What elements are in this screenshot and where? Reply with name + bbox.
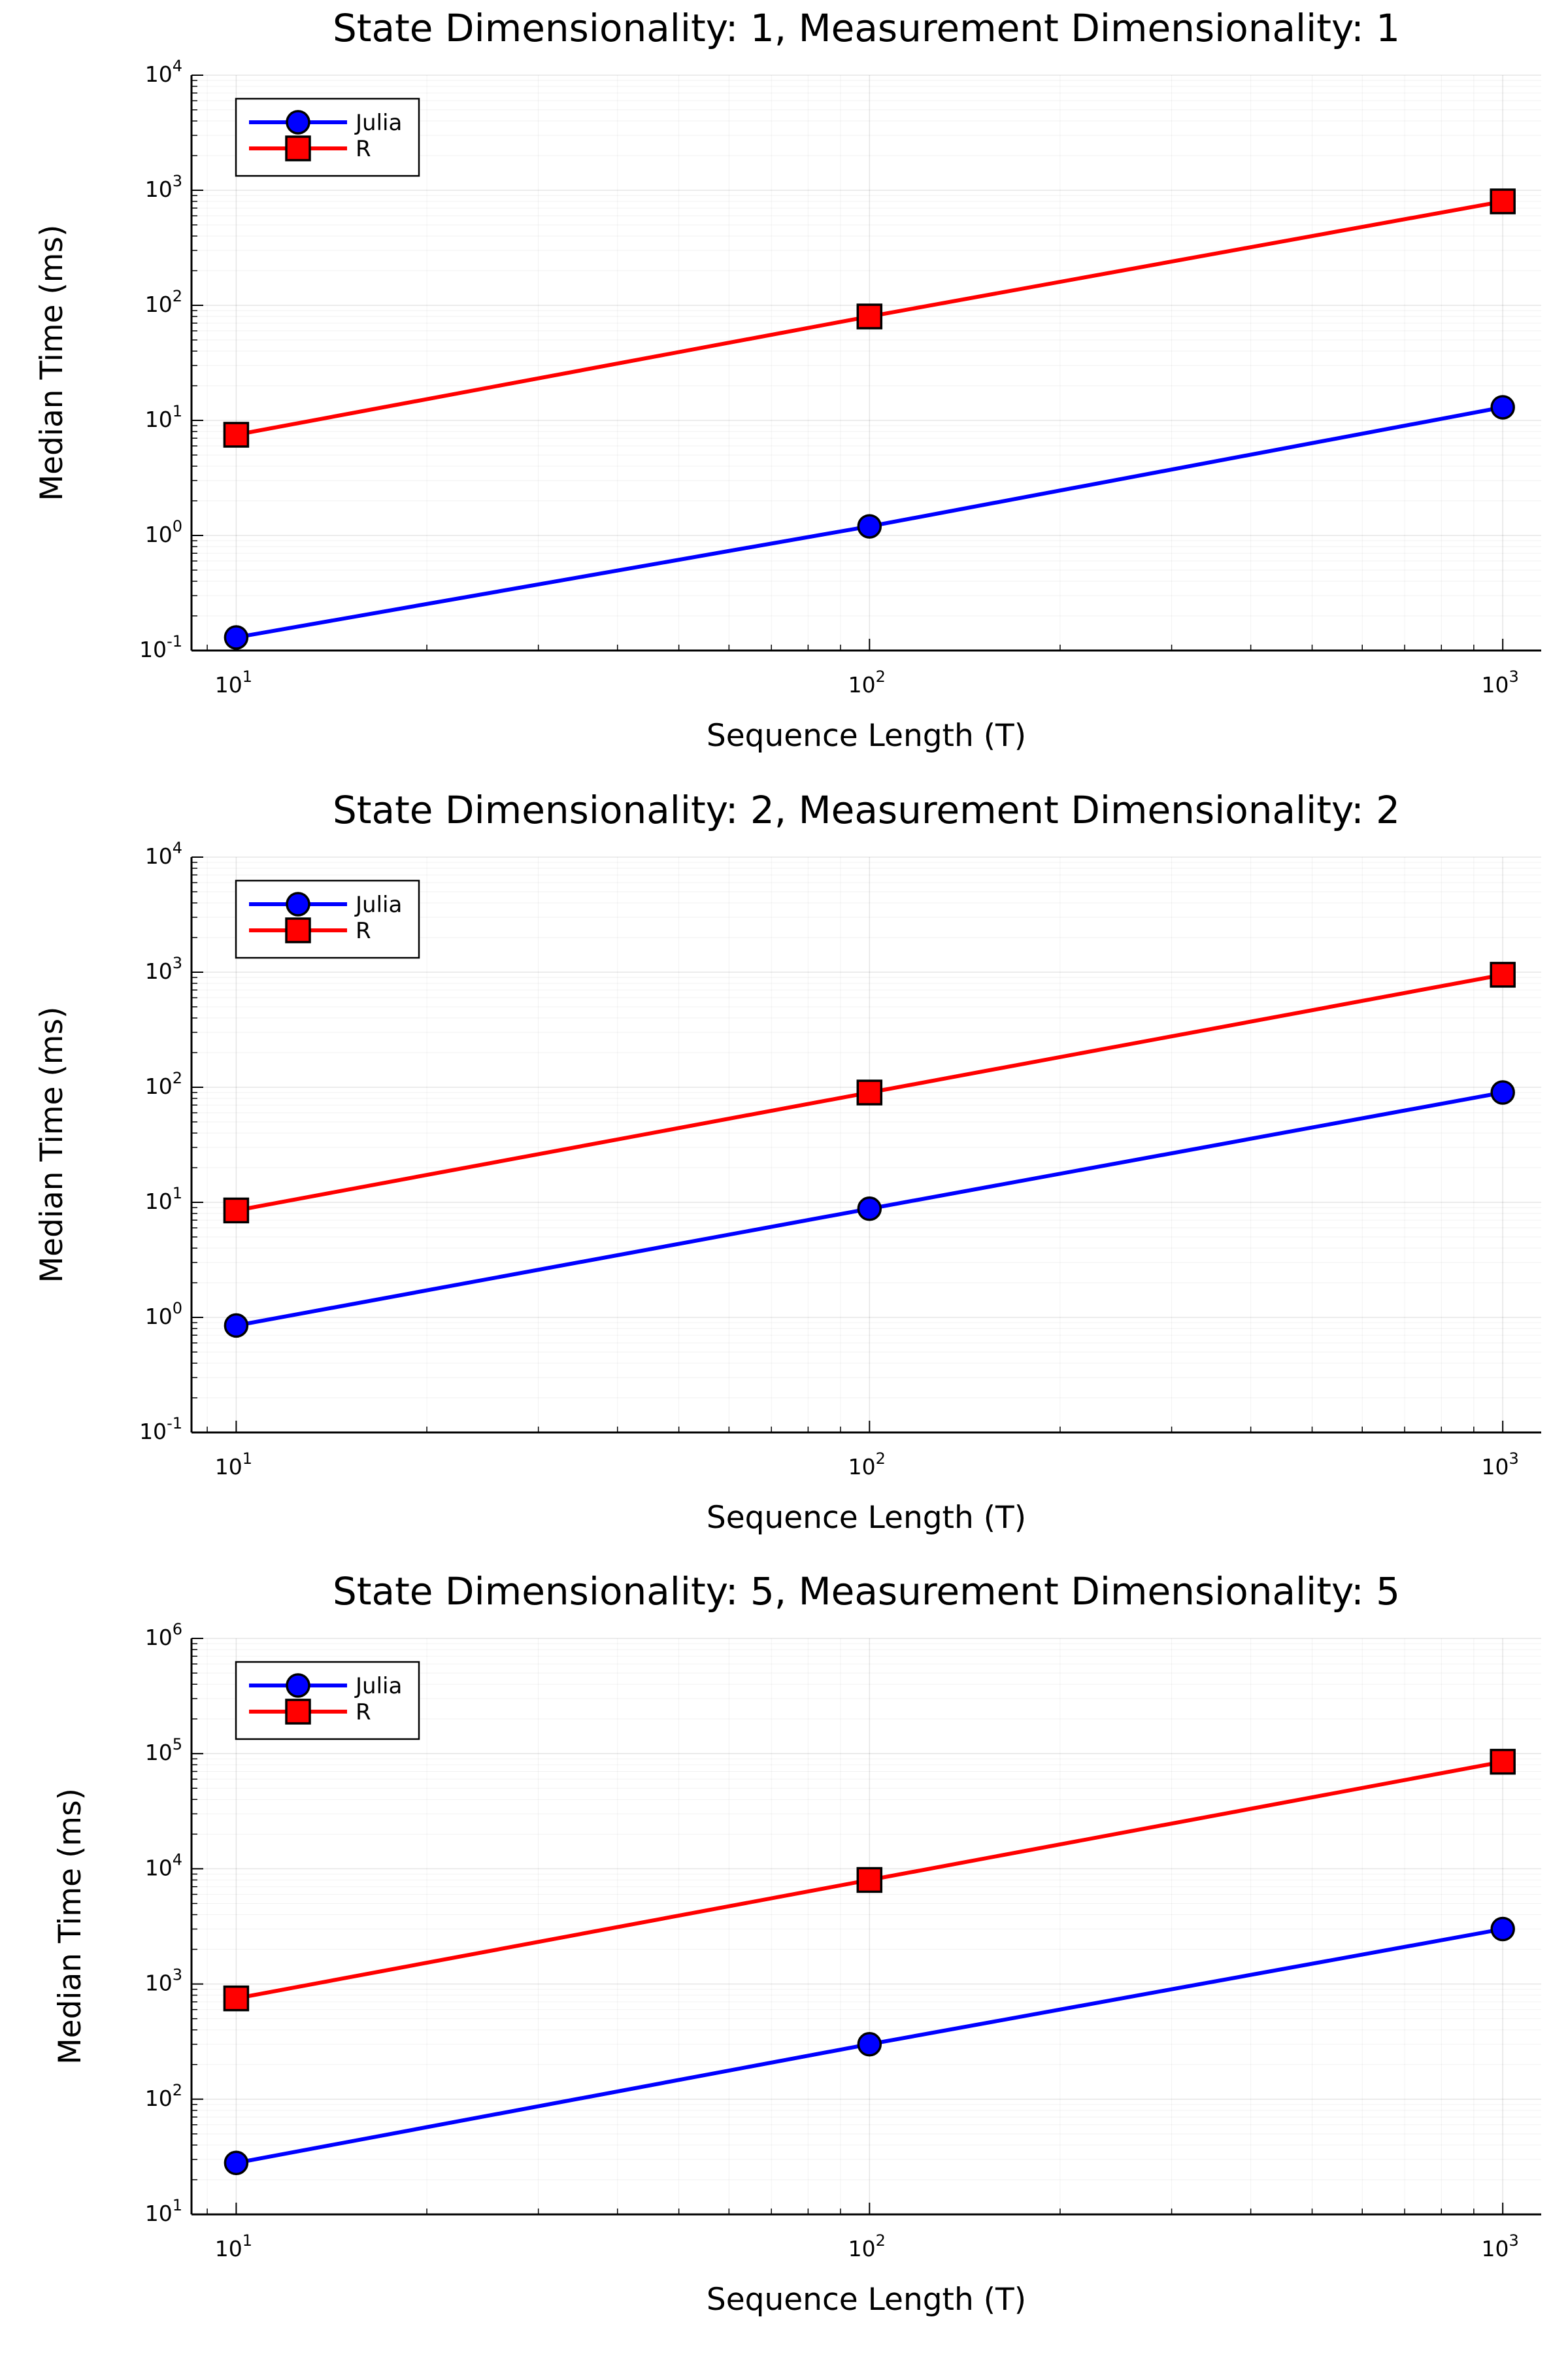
legend-label: Julia (354, 110, 402, 136)
y-tick-label: 101 (145, 2196, 182, 2226)
y-tick-label: 100 (145, 517, 182, 547)
series-r (223, 962, 1516, 1224)
data-point (224, 2150, 249, 2175)
y-tick-label: 103 (145, 1966, 182, 1996)
x-tick-label: 103 (1482, 2231, 1519, 2261)
legend-box (235, 1661, 420, 1740)
y-axis-label: Median Time (ms) (34, 1007, 70, 1283)
series-julia (224, 1916, 1515, 2175)
y-tick-label: 103 (145, 172, 182, 202)
data-point (224, 625, 249, 650)
data-point (224, 1313, 249, 1338)
data-point (1490, 962, 1516, 988)
tick-labels: 10-1 100 101 102 103 104 101 102 103 (139, 57, 1519, 698)
x-tick-label: 102 (848, 668, 886, 698)
y-tick-label: 102 (145, 287, 182, 317)
data-point (223, 422, 250, 448)
data-point (223, 1985, 250, 2012)
legend-marker (285, 1699, 311, 1725)
chart-panel-1: 10-1 100 101 102 103 104 101 102 103 State Dimens… (34, 6, 1541, 754)
series-r (223, 188, 1516, 448)
chart-panel-3: 101 102 103 104 105 106 101 102 103 State Dimensi… (52, 1569, 1541, 2318)
legend-marker (286, 892, 310, 917)
legend-marker (285, 917, 311, 943)
legend-marker (285, 135, 311, 161)
data-point (856, 1079, 883, 1106)
data-point (1490, 1080, 1515, 1105)
data-point (856, 1867, 883, 1893)
legend-marker (286, 1673, 310, 1698)
x-tick-label: 101 (215, 1449, 252, 1480)
series-r (223, 1748, 1516, 2012)
legend-label: R (356, 136, 371, 162)
data-point (857, 1196, 882, 1221)
legend-marker (286, 110, 310, 135)
x-tick-label: 101 (215, 668, 252, 698)
data-point (1490, 395, 1515, 420)
y-tick-label: 106 (145, 1620, 182, 1650)
x-tick-label: 102 (848, 1449, 886, 1480)
x-axis-label: Sequence Length (T) (707, 718, 1026, 754)
legend-box (235, 97, 420, 177)
data-point (857, 514, 882, 539)
data-point (1490, 188, 1516, 214)
grid (192, 75, 1541, 651)
legend-label: R (356, 1699, 371, 1725)
x-tick-label: 103 (1482, 668, 1519, 698)
y-tick-label: 102 (145, 2081, 182, 2111)
legend-label: Julia (354, 1673, 402, 1699)
x-tick-label: 101 (215, 2231, 252, 2261)
tick-labels: 101 102 103 104 105 106 101 102 103 (145, 1620, 1519, 2261)
y-tick-label: 101 (145, 1184, 182, 1214)
chart-title: State Dimensionality: 2, Measurement Dim… (333, 788, 1400, 832)
y-tick-label: 102 (145, 1069, 182, 1099)
y-tick-label: 100 (145, 1299, 182, 1329)
y-axis-label: Median Time (ms) (34, 225, 70, 501)
y-axis-label: Median Time (ms) (52, 1788, 88, 2065)
data-point (856, 303, 883, 330)
data-point (857, 2031, 882, 2057)
legend-label: R (356, 918, 371, 944)
x-tick-label: 103 (1482, 1449, 1519, 1480)
series-julia (224, 395, 1515, 650)
chart-title: State Dimensionality: 1, Measurement Dim… (333, 6, 1400, 50)
y-tick-label: 104 (145, 1850, 182, 1880)
y-tick-label: 104 (145, 839, 182, 869)
y-tick-label: 105 (145, 1735, 182, 1765)
x-tick-label: 102 (848, 2231, 886, 2261)
legend-box (235, 879, 420, 959)
y-tick-label: 10-1 (139, 632, 182, 662)
data-point (1490, 1748, 1516, 1775)
data-point (1490, 1916, 1515, 1942)
legend-label: Julia (354, 892, 402, 918)
x-axis-label: Sequence Length (T) (707, 1500, 1026, 1536)
grid (192, 856, 1541, 1433)
y-tick-label: 10-1 (139, 1414, 182, 1444)
y-tick-label: 103 (145, 954, 182, 984)
y-tick-label: 101 (145, 402, 182, 432)
series-julia (224, 1080, 1515, 1338)
chart-panel-2: 10-1 100 101 102 103 104 101 102 103 State Dimens… (34, 788, 1541, 1536)
x-axis-label: Sequence Length (T) (707, 2282, 1026, 2318)
chart-title: State Dimensionality: 5, Measurement Dim… (333, 1569, 1400, 1614)
tick-labels: 10-1 100 101 102 103 104 101 102 103 (139, 839, 1519, 1480)
y-tick-label: 104 (145, 57, 182, 87)
data-point (223, 1197, 250, 1224)
